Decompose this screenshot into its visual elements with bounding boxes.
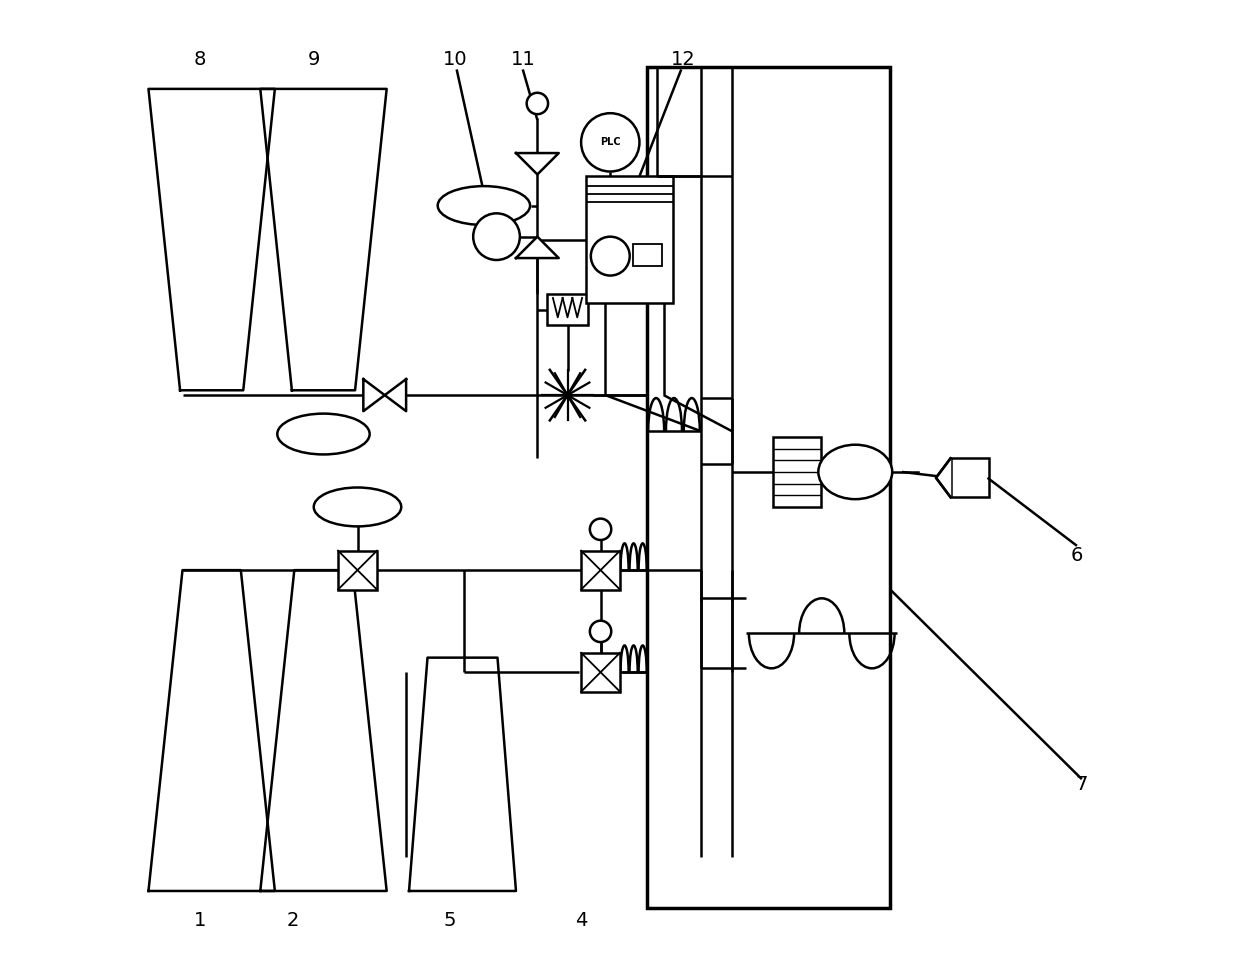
Text: 10: 10 [443, 51, 467, 69]
Bar [582, 653, 620, 691]
Text: 9: 9 [308, 51, 320, 69]
Bar [647, 66, 890, 909]
Circle shape [590, 519, 611, 540]
Bar [632, 245, 662, 266]
Circle shape [590, 621, 611, 643]
Text: 12: 12 [671, 51, 696, 69]
Ellipse shape [314, 488, 402, 526]
Circle shape [590, 237, 630, 276]
Polygon shape [363, 379, 384, 411]
Bar [339, 551, 377, 590]
Ellipse shape [818, 445, 893, 499]
Bar [587, 176, 673, 303]
Text: 11: 11 [511, 51, 536, 69]
Text: 8: 8 [193, 51, 206, 69]
Polygon shape [516, 153, 559, 175]
Text: 5: 5 [444, 911, 456, 929]
Text: PLC: PLC [600, 137, 620, 147]
Ellipse shape [278, 413, 370, 454]
Text: 1: 1 [193, 911, 206, 929]
Bar [773, 437, 821, 507]
Ellipse shape [438, 186, 529, 225]
Polygon shape [516, 237, 559, 258]
Bar [547, 294, 588, 325]
Circle shape [582, 113, 640, 172]
Text: 6: 6 [1071, 546, 1083, 565]
Polygon shape [936, 458, 951, 497]
Circle shape [474, 214, 520, 260]
Text: 4: 4 [575, 911, 588, 929]
Text: 7: 7 [1075, 774, 1087, 794]
Circle shape [527, 93, 548, 114]
Text: 2: 2 [286, 911, 299, 929]
Polygon shape [384, 379, 407, 411]
Bar [582, 551, 620, 590]
Bar [951, 458, 990, 497]
